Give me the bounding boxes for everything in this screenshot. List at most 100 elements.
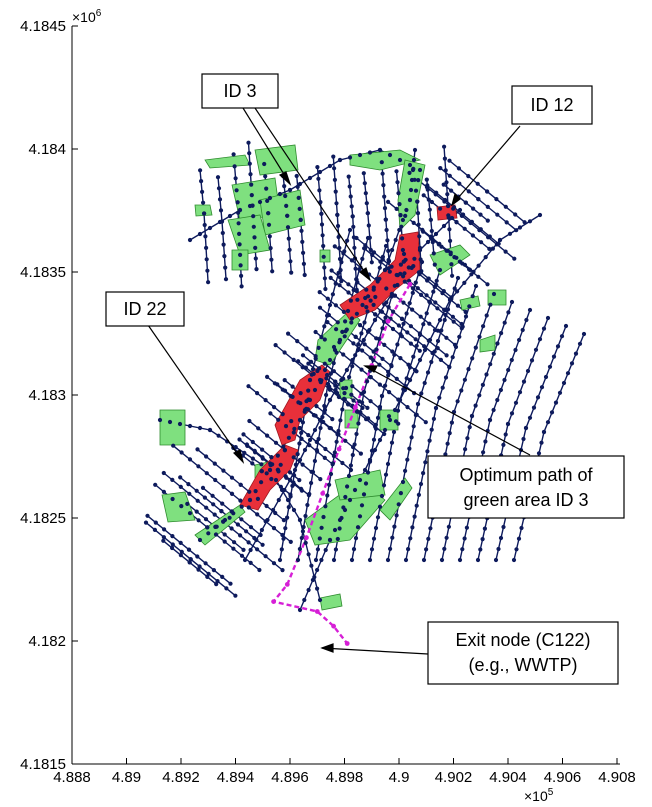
network-node: [250, 461, 255, 466]
network-node: [283, 424, 289, 429]
network-node: [345, 402, 351, 407]
network-node: [288, 494, 293, 499]
callout-id3-text: ID 3: [223, 81, 256, 101]
network-node: [286, 236, 291, 241]
network-node: [247, 497, 253, 503]
network-node: [547, 364, 553, 369]
network-node: [416, 178, 421, 183]
network-node: [324, 392, 329, 398]
network-node: [357, 477, 363, 483]
network-node: [339, 515, 344, 521]
arrow-id12: [451, 125, 521, 206]
network-node: [359, 367, 364, 372]
network-node: [541, 326, 547, 331]
network-node: [423, 420, 428, 425]
network-node: [417, 357, 423, 363]
network-node: [238, 252, 243, 257]
network-node: [371, 358, 376, 363]
network-node: [382, 302, 387, 307]
network-node: [421, 193, 426, 198]
network-node: [491, 407, 496, 413]
network-node: [569, 361, 575, 366]
network-node: [255, 391, 260, 396]
network-node: [260, 447, 265, 452]
network-node: [449, 420, 454, 425]
network-node: [195, 554, 200, 559]
network-node: [297, 546, 302, 552]
network-node: [496, 546, 501, 552]
network-node: [297, 517, 303, 523]
network-node: [424, 311, 429, 316]
network-node: [273, 477, 279, 483]
network-node: [413, 280, 418, 285]
network-node: [495, 397, 500, 403]
network-node: [484, 372, 489, 377]
network-node: [445, 307, 451, 312]
network-node: [161, 538, 166, 543]
x-tick-label: 4.908: [598, 769, 636, 786]
network-node: [216, 433, 221, 438]
network-node: [265, 374, 270, 379]
network-node: [257, 567, 262, 573]
network-node: [354, 311, 359, 316]
network-node: [410, 525, 415, 530]
network-node: [415, 286, 420, 291]
arrow-exit: [321, 647, 429, 655]
network-node: [185, 501, 190, 506]
network-node: [410, 290, 415, 295]
network-node: [360, 400, 365, 405]
network-node: [177, 421, 183, 427]
network-node: [407, 170, 412, 175]
network-node: [411, 220, 416, 225]
network-node: [536, 451, 542, 456]
network-node: [323, 547, 328, 553]
network-node: [322, 276, 327, 281]
network-node: [196, 518, 201, 523]
network-node: [362, 467, 368, 473]
network-node: [297, 441, 302, 446]
green-area: [429, 244, 471, 276]
network-node: [353, 334, 358, 339]
network-node: [318, 425, 323, 431]
network-node: [244, 529, 249, 534]
network-node: [278, 484, 283, 489]
network-node: [236, 221, 241, 226]
network-node: [309, 372, 314, 377]
network-node: [275, 453, 280, 458]
network-node: [352, 245, 357, 250]
network-node: [315, 567, 320, 573]
network-node: [331, 557, 337, 563]
network-node: [362, 320, 367, 325]
network-node: [263, 519, 268, 524]
road-segment: [441, 301, 513, 561]
network-node: [527, 307, 533, 313]
network-node: [321, 514, 326, 520]
network-node: [455, 289, 460, 294]
network-node: [448, 238, 453, 243]
network-node: [366, 329, 371, 334]
green-area: [204, 154, 251, 169]
network-nodes: [143, 140, 587, 646]
network-node: [444, 353, 449, 358]
network-node: [268, 462, 273, 468]
network-node: [332, 166, 337, 171]
network-node: [323, 504, 328, 509]
network-node: [481, 324, 486, 329]
network-node: [315, 368, 320, 374]
network-node: [413, 188, 419, 193]
network-node: [302, 597, 307, 603]
network-node: [506, 310, 511, 315]
network-node: [383, 217, 388, 222]
network-node: [342, 249, 347, 254]
network-node: [257, 199, 263, 205]
network-node: [463, 447, 468, 452]
network-node: [360, 348, 365, 353]
network-node: [397, 157, 403, 163]
network-node: [264, 503, 269, 509]
network-node: [364, 417, 369, 422]
network-node: [153, 482, 158, 487]
network-node: [381, 483, 387, 488]
network-node: [178, 475, 183, 480]
network-node: [188, 557, 193, 562]
green-area: [319, 593, 343, 611]
